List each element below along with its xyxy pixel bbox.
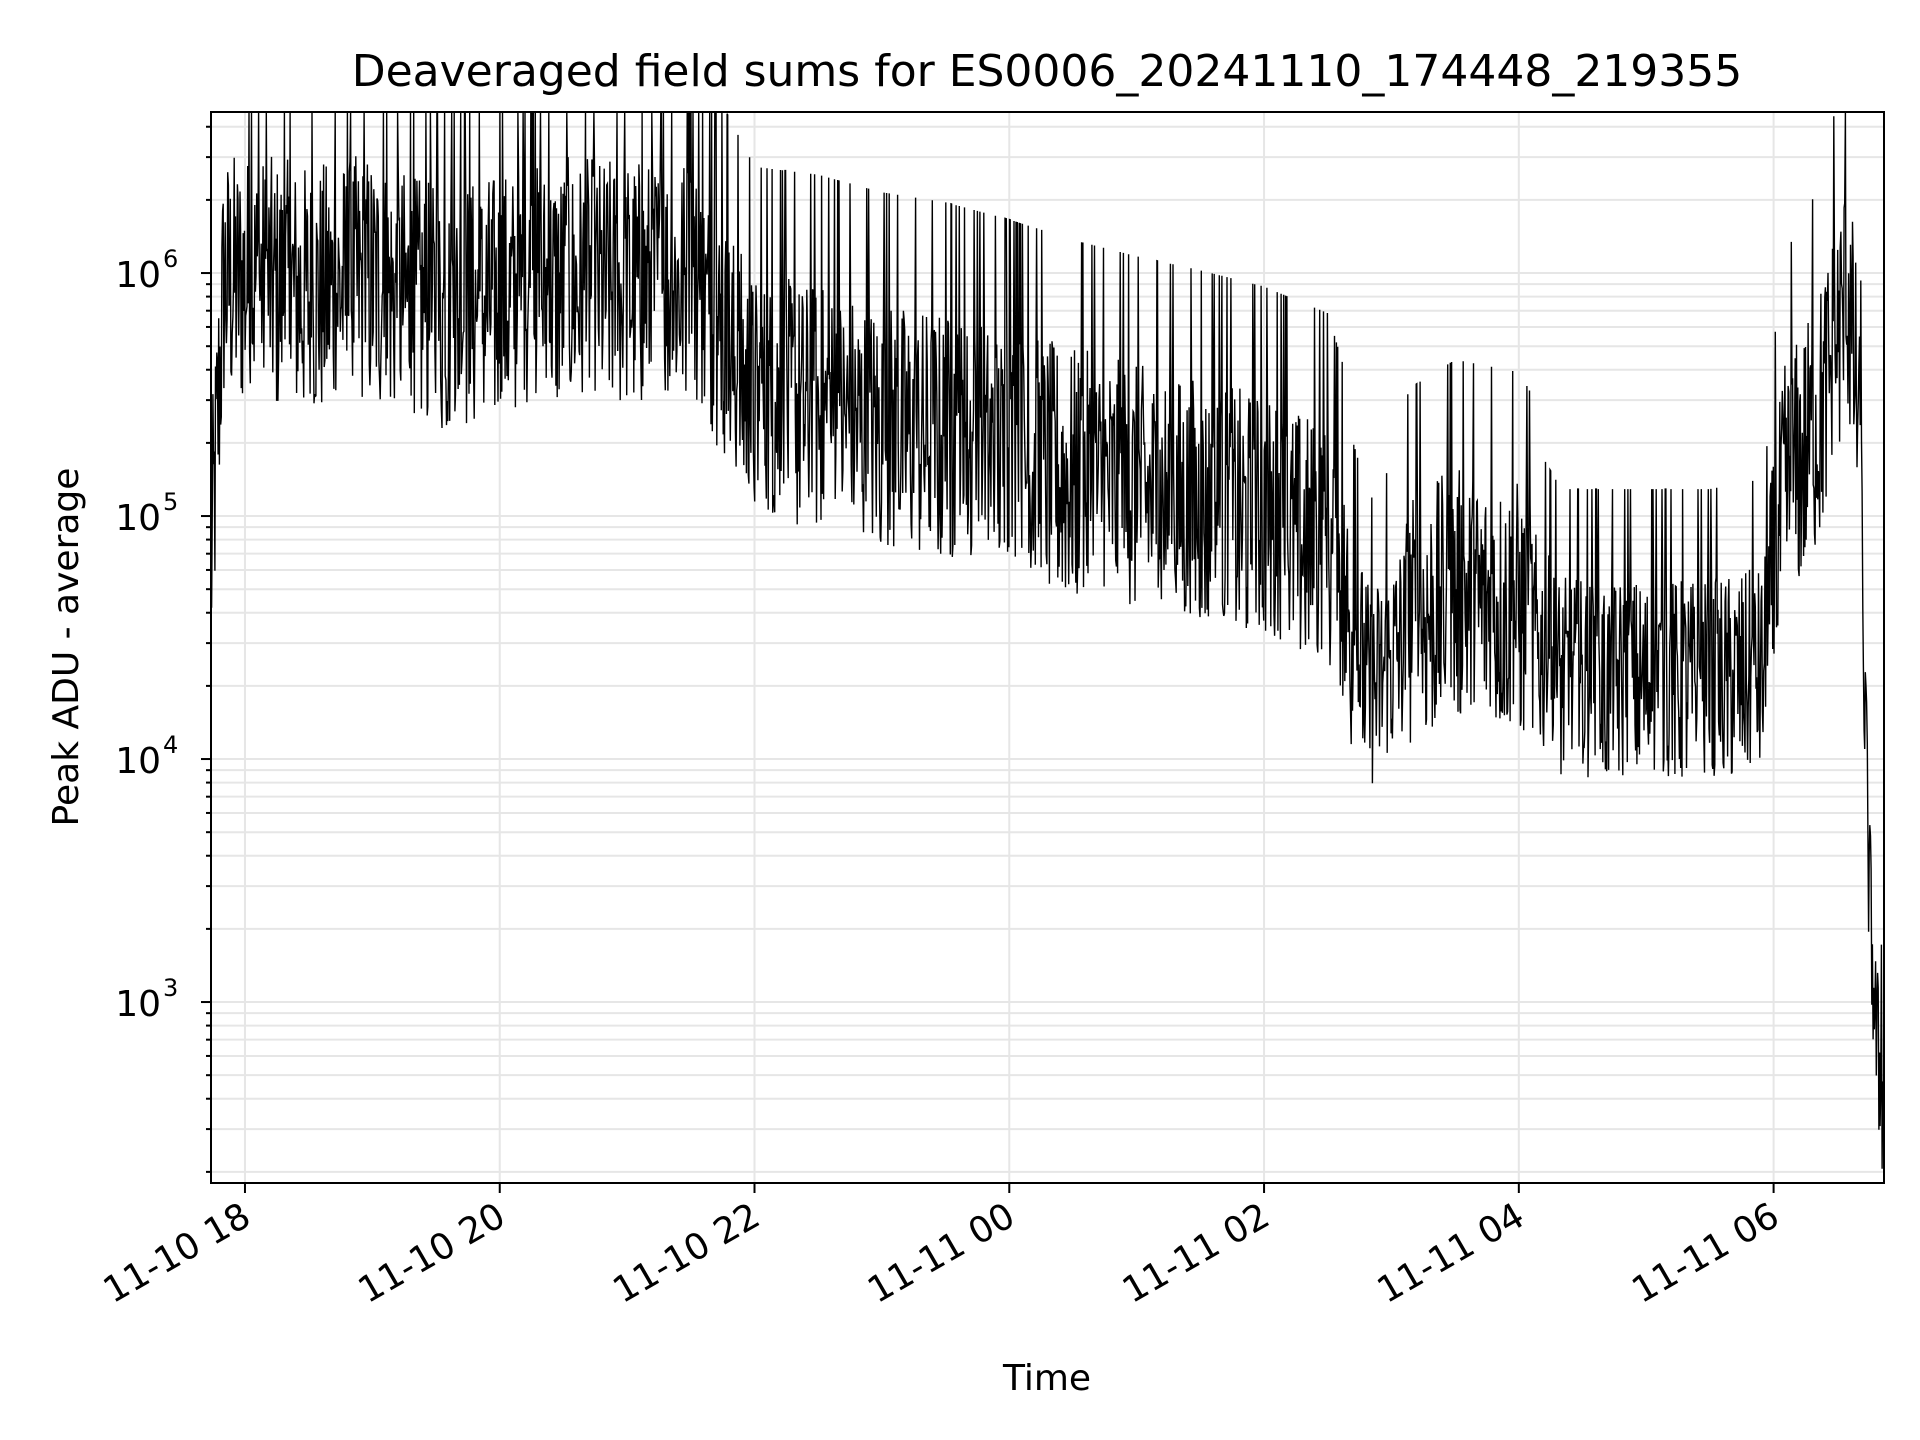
series-line xyxy=(210,111,1885,1169)
x-tick-label: 11-10 22 xyxy=(606,1195,767,1311)
axes-frame xyxy=(210,111,1885,1184)
y-tick-label-exponent: 4 xyxy=(163,731,178,759)
plot-area xyxy=(210,111,1885,1169)
y-axis-label: Peak ADU - average xyxy=(46,468,87,827)
x-axis-label: Time xyxy=(1002,1358,1091,1399)
y-tick-label-base: 10 xyxy=(115,984,161,1025)
x-tick-label: 11-11 02 xyxy=(1116,1195,1277,1311)
x-tick-label: 11-10 20 xyxy=(352,1195,513,1311)
grid xyxy=(211,112,1884,1183)
y-tick-label-base: 10 xyxy=(115,498,161,539)
chart-title: Deaveraged field sums for ES0006_2024111… xyxy=(352,46,1743,97)
x-tick-label: 11-11 00 xyxy=(861,1195,1022,1311)
y-tick-label-base: 10 xyxy=(115,255,161,296)
x-tick-label: 11-11 04 xyxy=(1371,1195,1532,1311)
y-tick-label-exponent: 5 xyxy=(163,488,178,516)
x-tick-label: 11-11 06 xyxy=(1625,1195,1786,1311)
y-tick-label-base: 10 xyxy=(115,741,161,782)
y-tick-label-exponent: 3 xyxy=(163,974,178,1002)
x-tick-label: 11-10 18 xyxy=(97,1195,258,1311)
y-tick-label-exponent: 6 xyxy=(163,245,178,273)
